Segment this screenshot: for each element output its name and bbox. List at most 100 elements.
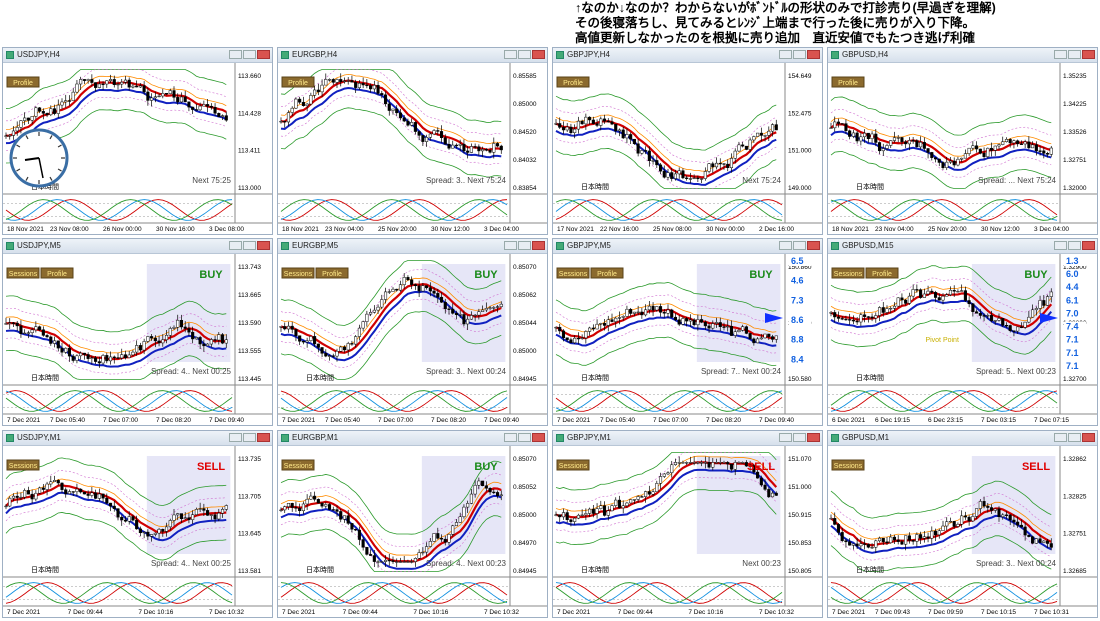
candle-body bbox=[877, 142, 882, 152]
chart-button[interactable]: Sessions bbox=[281, 267, 315, 279]
candle-body bbox=[213, 514, 217, 520]
close-button[interactable] bbox=[1082, 241, 1095, 250]
maximize-button[interactable] bbox=[518, 50, 531, 59]
close-button[interactable] bbox=[807, 241, 820, 250]
candle-body bbox=[209, 514, 213, 516]
chart-window[interactable]: EURGBP,M1 0.85070 0.85052 0.85000 0.84970 0.8… bbox=[277, 430, 548, 618]
chart-window[interactable]: GBPUSD,M1 1.32862 1.32825 1.32751 1.32685 7 D… bbox=[827, 430, 1098, 618]
time-label: 7 Dec 2021 bbox=[7, 417, 41, 424]
chart-button[interactable]: Sessions bbox=[6, 267, 40, 279]
chart-button[interactable]: Profile bbox=[315, 267, 349, 279]
maximize-button[interactable] bbox=[243, 433, 256, 442]
close-button[interactable] bbox=[257, 50, 270, 59]
close-button[interactable] bbox=[532, 433, 545, 442]
candle-body bbox=[952, 521, 956, 527]
candle-body bbox=[79, 352, 83, 357]
chart-button[interactable]: Sessions bbox=[281, 459, 315, 471]
close-button[interactable] bbox=[807, 433, 820, 442]
candle-body bbox=[15, 127, 19, 132]
candle-body bbox=[651, 305, 655, 311]
candle-body bbox=[477, 480, 481, 486]
candle-body bbox=[744, 326, 748, 334]
chart-button[interactable]: Profile bbox=[590, 267, 624, 279]
close-button[interactable] bbox=[807, 50, 820, 59]
candle-body bbox=[859, 314, 863, 323]
minimize-button[interactable] bbox=[229, 241, 242, 250]
close-button[interactable] bbox=[257, 241, 270, 250]
candle-body bbox=[191, 514, 195, 520]
time-label: 7 Dec 09:40 bbox=[759, 417, 794, 424]
candle-body bbox=[859, 543, 863, 547]
minimize-button[interactable] bbox=[504, 433, 517, 442]
maximize-button[interactable] bbox=[1068, 241, 1081, 250]
close-button[interactable] bbox=[1082, 50, 1095, 59]
chart-window[interactable]: EURGBP,M5 0.85070 0.85062 0.85044 0.85000 0.8… bbox=[277, 238, 548, 426]
minimize-button[interactable] bbox=[1054, 433, 1067, 442]
candle-body bbox=[692, 319, 696, 326]
maximize-button[interactable] bbox=[1068, 433, 1081, 442]
status-text: Next 75:24 bbox=[742, 176, 781, 185]
candle-body bbox=[436, 293, 440, 298]
chart-window[interactable]: USDJPY,M5 113.743 113.665 113.590 113.555 113… bbox=[2, 238, 273, 426]
maximize-button[interactable] bbox=[518, 241, 531, 250]
chart-button[interactable]: Profile bbox=[556, 76, 590, 88]
window-title: USDJPY,M1 bbox=[17, 433, 61, 442]
close-button[interactable] bbox=[1082, 433, 1095, 442]
jst-label: 日本時間 bbox=[581, 565, 609, 574]
chart-button[interactable]: Profile bbox=[6, 76, 40, 88]
chart-window[interactable]: GBPJPY,M1 151.070 151.000 150.915 150.853 150… bbox=[552, 430, 823, 618]
chart-button[interactable]: Sessions bbox=[6, 459, 40, 471]
chart-button[interactable]: Profile bbox=[865, 267, 899, 279]
candle-body bbox=[492, 491, 496, 494]
candle-body bbox=[863, 132, 867, 138]
candle-body bbox=[741, 462, 745, 464]
chart-button[interactable]: Sessions bbox=[831, 459, 865, 471]
minimize-button[interactable] bbox=[779, 241, 792, 250]
candle-body bbox=[391, 560, 395, 562]
indicator-line bbox=[830, 493, 1052, 531]
chart-window[interactable]: GBPUSD,H4 1.35235 1.34225 1.33526 1.32751 1.3… bbox=[827, 47, 1098, 235]
candle-body bbox=[866, 132, 870, 140]
candle-body bbox=[138, 528, 142, 534]
maximize-button[interactable] bbox=[1068, 50, 1081, 59]
minimize-button[interactable] bbox=[779, 433, 792, 442]
candle-body bbox=[752, 338, 756, 344]
close-button[interactable] bbox=[257, 433, 270, 442]
button-box bbox=[831, 267, 865, 279]
candle-body bbox=[573, 517, 577, 522]
maximize-button[interactable] bbox=[243, 241, 256, 250]
maximize-button[interactable] bbox=[793, 241, 806, 250]
maximize-button[interactable] bbox=[793, 433, 806, 442]
chart-button[interactable]: Sessions bbox=[556, 267, 590, 279]
close-button[interactable] bbox=[532, 50, 545, 59]
chart-button[interactable]: Profile bbox=[40, 267, 74, 279]
minimize-button[interactable] bbox=[229, 50, 242, 59]
candle-body bbox=[855, 543, 859, 547]
chart-button[interactable]: Sessions bbox=[556, 459, 590, 471]
candle-body bbox=[997, 144, 1001, 147]
chart-button[interactable]: Profile bbox=[281, 76, 315, 88]
minimize-button[interactable] bbox=[229, 433, 242, 442]
chart-window[interactable]: USDJPY,M1 113.735 113.705 113.645 113.581 7 D… bbox=[2, 430, 273, 618]
maximize-button[interactable] bbox=[793, 50, 806, 59]
candle-body bbox=[640, 311, 644, 316]
minimize-button[interactable] bbox=[779, 50, 792, 59]
candle-body bbox=[309, 495, 313, 500]
candle-body bbox=[569, 339, 573, 344]
maximize-button[interactable] bbox=[518, 433, 531, 442]
chart-button[interactable]: Sessions bbox=[831, 267, 865, 279]
maximize-button[interactable] bbox=[243, 50, 256, 59]
chart-button[interactable]: Profile bbox=[831, 76, 865, 88]
chart-window[interactable]: EURGBP,H4 0.85585 0.85000 0.84520 0.84032 0.8… bbox=[277, 47, 548, 235]
chart-window[interactable]: GBPJPY,H4 154.649 152.475 151.000 149.000 17 … bbox=[552, 47, 823, 235]
indicator-line bbox=[555, 489, 777, 545]
minimize-button[interactable] bbox=[504, 50, 517, 59]
minimize-button[interactable] bbox=[504, 241, 517, 250]
minimize-button[interactable] bbox=[1054, 241, 1067, 250]
close-button[interactable] bbox=[532, 241, 545, 250]
minimize-button[interactable] bbox=[1054, 50, 1067, 59]
indicator-line bbox=[5, 81, 227, 137]
chart-window[interactable]: USDJPY,H4 113.660 114.428 113.411 113.000 18 … bbox=[2, 47, 273, 235]
